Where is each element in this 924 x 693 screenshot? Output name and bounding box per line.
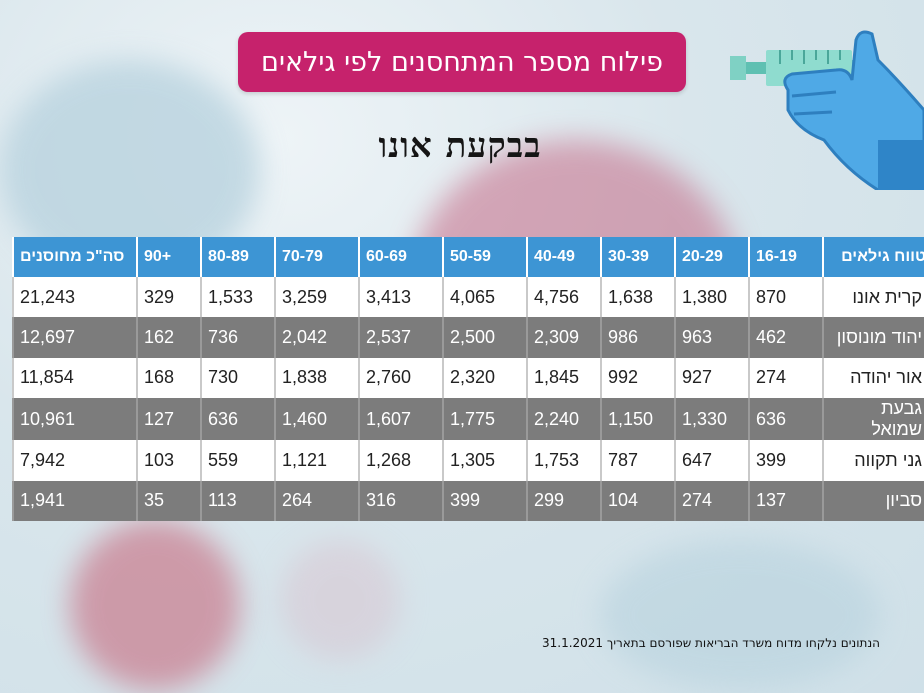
table-cell: 992 bbox=[600, 357, 675, 398]
table-cell: 1,460 bbox=[274, 397, 359, 441]
table-row: גבעת שמואל 636 1,330 1,150 2,240 1,775 1… bbox=[12, 397, 924, 441]
table-cell: 1,330 bbox=[674, 397, 749, 441]
table-cell: 274 bbox=[748, 357, 823, 398]
table-cell: 1,305 bbox=[442, 440, 527, 481]
table-cell: 1,121 bbox=[274, 440, 359, 481]
table-cell: 559 bbox=[200, 440, 275, 481]
table-cell: 636 bbox=[748, 397, 823, 441]
table-cell: 2,042 bbox=[274, 317, 359, 358]
column-header: 20-29 bbox=[674, 237, 749, 277]
table-cell: 264 bbox=[274, 480, 359, 521]
table-cell: 986 bbox=[600, 317, 675, 358]
table-cell: 399 bbox=[748, 440, 823, 481]
table-cell: 1,753 bbox=[526, 440, 601, 481]
table-cell: 299 bbox=[526, 480, 601, 521]
table-cell: 927 bbox=[674, 357, 749, 398]
column-header: 80-89 bbox=[200, 237, 275, 277]
row-label: אור יהודה bbox=[822, 357, 924, 398]
table-cell: 2,537 bbox=[358, 317, 443, 358]
table-cell: 1,838 bbox=[274, 357, 359, 398]
table-cell: 1,638 bbox=[600, 277, 675, 318]
table-cell: 2,320 bbox=[442, 357, 527, 398]
table-cell: 12,697 bbox=[12, 317, 137, 358]
table-cell: 168 bbox=[136, 357, 201, 398]
row-label: גבעת שמואל bbox=[822, 397, 924, 441]
row-label: סביון bbox=[822, 480, 924, 521]
table-cell: 35 bbox=[136, 480, 201, 521]
column-header: 16-19 bbox=[748, 237, 823, 277]
table-cell: 329 bbox=[136, 277, 201, 318]
table-cell: 1,380 bbox=[674, 277, 749, 318]
table-cell: 787 bbox=[600, 440, 675, 481]
vaccination-table: טווח גילאים 16-19 20-29 30-39 40-49 50-5… bbox=[12, 237, 924, 521]
source-footnote: הנתונים נלקחו מדוח משרד הבריאות שפורסם ב… bbox=[541, 636, 880, 650]
page-subtitle: בבקעת אונו bbox=[378, 126, 542, 166]
table-cell: 870 bbox=[748, 277, 823, 318]
column-header: 40-49 bbox=[526, 237, 601, 277]
table-cell: 1,268 bbox=[358, 440, 443, 481]
table-cell: 3,259 bbox=[274, 277, 359, 318]
table-header-row: טווח גילאים 16-19 20-29 30-39 40-49 50-5… bbox=[12, 237, 924, 277]
table-cell: 730 bbox=[200, 357, 275, 398]
table-cell: 1,533 bbox=[200, 277, 275, 318]
table-cell: 647 bbox=[674, 440, 749, 481]
table-cell: 4,756 bbox=[526, 277, 601, 318]
table-cell: 1,845 bbox=[526, 357, 601, 398]
table-cell: 113 bbox=[200, 480, 275, 521]
table-cell: 4,065 bbox=[442, 277, 527, 318]
column-header: סה"כ מחוסנים bbox=[12, 237, 137, 277]
table-cell: 963 bbox=[674, 317, 749, 358]
table-row: אור יהודה 274 927 992 1,845 2,320 2,760 … bbox=[12, 357, 924, 398]
row-label: גני תקווה bbox=[822, 440, 924, 481]
table-row: יהוד מונוסון 462 963 986 2,309 2,500 2,5… bbox=[12, 317, 924, 358]
table-cell: 104 bbox=[600, 480, 675, 521]
syringe-plunger-icon bbox=[730, 56, 746, 80]
table-cell: 462 bbox=[748, 317, 823, 358]
table-row: גני תקווה 399 647 787 1,753 1,305 1,268 … bbox=[12, 440, 924, 481]
table-cell: 11,854 bbox=[12, 357, 137, 398]
syringe-hand-illustration bbox=[730, 30, 924, 190]
row-label: קרית אונו bbox=[822, 277, 924, 318]
table-cell: 1,941 bbox=[12, 480, 137, 521]
table-cell: 1,607 bbox=[358, 397, 443, 441]
table-cell: 736 bbox=[200, 317, 275, 358]
table-cell: 1,775 bbox=[442, 397, 527, 441]
table-cell: 162 bbox=[136, 317, 201, 358]
table-cell: 7,942 bbox=[12, 440, 137, 481]
column-header: 90+ bbox=[136, 237, 201, 277]
table-cell: 2,240 bbox=[526, 397, 601, 441]
table-cell: 3,413 bbox=[358, 277, 443, 318]
table-row: קרית אונו 870 1,380 1,638 4,756 4,065 3,… bbox=[12, 277, 924, 318]
table-cell: 21,243 bbox=[12, 277, 137, 318]
table-cell: 1,150 bbox=[600, 397, 675, 441]
column-header: טווח גילאים bbox=[822, 237, 924, 277]
table-cell: 274 bbox=[674, 480, 749, 521]
column-header: 50-59 bbox=[442, 237, 527, 277]
table-cell: 636 bbox=[200, 397, 275, 441]
column-header: 70-79 bbox=[274, 237, 359, 277]
column-header: 30-39 bbox=[600, 237, 675, 277]
row-label: יהוד מונוסון bbox=[822, 317, 924, 358]
table-cell: 10,961 bbox=[12, 397, 137, 441]
column-header: 60-69 bbox=[358, 237, 443, 277]
page-title: פילוח מספר המתחסנים לפי גילאים bbox=[238, 32, 686, 92]
table-row: סביון 137 274 104 299 399 316 264 113 35… bbox=[12, 480, 924, 521]
table-cell: 2,500 bbox=[442, 317, 527, 358]
table-cell: 103 bbox=[136, 440, 201, 481]
table-cell: 2,309 bbox=[526, 317, 601, 358]
table-cell: 137 bbox=[748, 480, 823, 521]
table-cell: 127 bbox=[136, 397, 201, 441]
table-cell: 399 bbox=[442, 480, 527, 521]
table-cell: 316 bbox=[358, 480, 443, 521]
table-cell: 2,760 bbox=[358, 357, 443, 398]
